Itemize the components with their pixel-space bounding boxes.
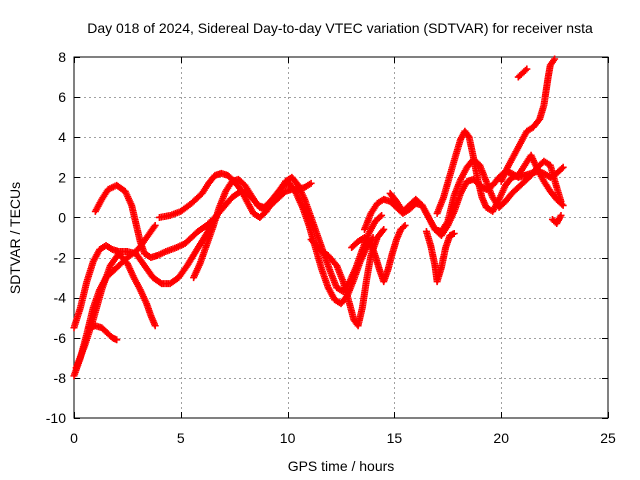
data-point xyxy=(521,66,529,74)
data-point xyxy=(558,200,566,208)
y-tick-label: 2 xyxy=(58,169,66,185)
y-tick-label: 8 xyxy=(58,49,66,65)
series-2 xyxy=(70,207,223,332)
y-tick-label: 0 xyxy=(58,209,66,225)
plot-frame xyxy=(73,56,609,419)
data-points xyxy=(70,55,567,380)
series-15 xyxy=(514,65,531,81)
data-point xyxy=(380,225,388,233)
series-9 xyxy=(348,221,409,286)
data-point xyxy=(376,213,384,221)
series-6 xyxy=(155,169,386,296)
series-16 xyxy=(548,211,565,227)
series-13 xyxy=(422,227,458,286)
y-tick-label: -10 xyxy=(46,410,66,426)
x-tick-label: 20 xyxy=(493,430,509,446)
data-point xyxy=(450,229,458,237)
data-point xyxy=(307,179,315,187)
x-tick-label: 0 xyxy=(70,430,78,446)
grid-lines xyxy=(74,57,608,418)
chart-title: Day 018 of 2024, Sidereal Day-to-day VTE… xyxy=(87,20,593,36)
axis-ticks: 0 5 10 15 20 25 -10 -8 -6 -4 -2 0 2 4 6 8 xyxy=(46,49,616,446)
y-tick-label: 4 xyxy=(58,129,66,145)
y-tick-label: -8 xyxy=(54,370,67,386)
x-axis-label: GPS time / hours xyxy=(288,458,395,474)
x-tick-label: 10 xyxy=(280,430,296,446)
data-point xyxy=(151,221,159,229)
data-point xyxy=(464,132,472,140)
series-14 xyxy=(497,55,559,185)
series-12 xyxy=(433,127,567,217)
y-tick-label: -6 xyxy=(54,330,67,346)
data-point xyxy=(550,57,558,65)
data-point xyxy=(557,211,565,219)
x-tick-label: 15 xyxy=(387,430,403,446)
series-4 xyxy=(85,322,121,344)
series-3 xyxy=(72,250,159,372)
series-11 xyxy=(386,155,565,235)
data-point xyxy=(551,55,559,63)
y-axis-label: SDTVAR / TECUs xyxy=(7,182,23,294)
data-point xyxy=(559,201,567,209)
data-point xyxy=(113,336,121,344)
y-tick-label: -4 xyxy=(54,290,67,306)
data-point xyxy=(401,221,409,229)
y-tick-label: -2 xyxy=(54,250,67,266)
data-point xyxy=(523,65,531,73)
x-tick-label: 25 xyxy=(600,430,616,446)
y-tick-label: 6 xyxy=(58,89,66,105)
data-point xyxy=(378,211,386,219)
data-point xyxy=(559,163,567,171)
data-point xyxy=(379,227,387,235)
data-point xyxy=(400,223,408,231)
x-tick-label: 5 xyxy=(177,430,185,446)
data-point xyxy=(558,165,566,173)
data-point xyxy=(151,322,159,330)
data-point xyxy=(150,223,158,231)
